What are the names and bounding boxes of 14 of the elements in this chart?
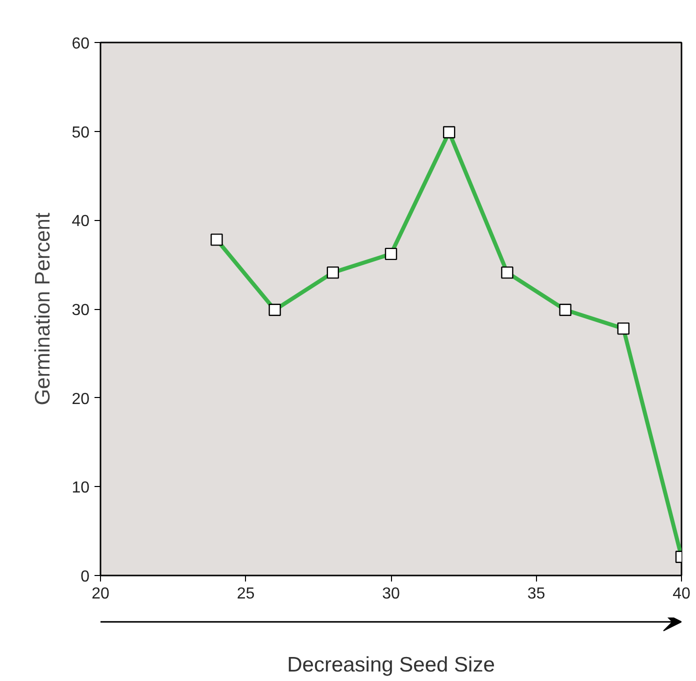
y-tick-label: 30 <box>72 302 90 319</box>
x-tick-label: 25 <box>236 586 255 602</box>
y-tick-label: 10 <box>72 480 90 497</box>
x-tick-label: 40 <box>672 586 690 602</box>
x-tick-label: 20 <box>92 586 110 602</box>
y-tick-label: 40 <box>72 213 90 230</box>
y-axis-title: Germination Percent <box>32 212 55 406</box>
x-axis-title: Decreasing Seed Size <box>287 654 495 676</box>
x-tick-label: 35 <box>527 586 546 602</box>
y-tick-label: 50 <box>72 124 90 142</box>
y-tick-label: 0 <box>80 568 90 586</box>
y-tick-label: 20 <box>72 390 90 408</box>
x-tick-label: 30 <box>382 586 400 602</box>
y-tick-label: 60 <box>72 36 90 52</box>
